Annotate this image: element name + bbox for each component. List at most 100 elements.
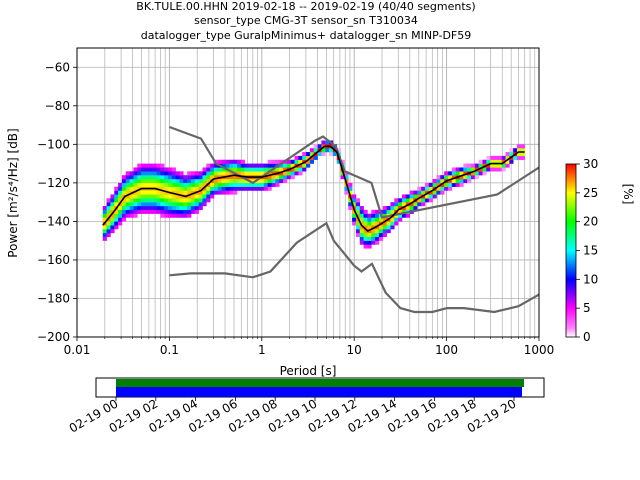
heatmap-cell [148,167,153,172]
heatmap-cell [114,186,119,191]
heatmap-cell [256,182,261,187]
heatmap-cell [167,186,173,191]
heatmap-cell [210,175,215,180]
heatmap-cell [447,171,453,176]
heatmap-cell [190,190,196,195]
heatmap-cell [160,209,165,214]
heatmap-cell [509,148,514,153]
heatmap-cell [206,186,211,191]
heatmap-cell [194,182,199,187]
heatmap-cell [194,186,199,191]
heatmap-cell [520,155,525,160]
heatmap-cell [317,152,322,157]
heatmap-cell [478,159,483,164]
heatmap-cell [179,190,184,195]
heatmap-cell [210,186,215,191]
heatmap-cell [440,179,445,184]
heatmap-cell [329,152,334,157]
heatmap-cell [306,159,311,164]
heatmap-cell [428,198,433,203]
y-tick-label: −200 [37,330,70,344]
heatmap-cell [221,171,226,176]
heatmap-cell [240,182,245,187]
heatmap-cell [517,152,522,157]
heatmap-cell [144,205,150,211]
heatmap-cell [494,159,499,164]
heatmap-cell [348,182,353,187]
heatmap-cell [179,213,184,218]
heatmap-cell [451,175,456,180]
heatmap-cell [390,209,395,214]
heatmap-cell [156,209,161,214]
heatmap-cell [121,182,127,187]
heatmap-cell [106,229,111,234]
heatmap-cell [359,236,364,241]
heatmap-cell [478,163,483,168]
heatmap-cell [164,205,169,211]
heatmap-cell [501,163,506,168]
heatmap-cell [194,209,199,214]
heatmap-cell [217,190,222,195]
heatmap-cell [164,194,169,199]
heatmap-cell [283,163,288,168]
heatmap-cell [164,186,169,191]
heatmap-cell [221,167,226,172]
heatmap-cell [121,213,127,218]
heatmap-cell [375,213,380,218]
y-tick-label: −180 [37,291,70,305]
heatmap-cell [110,194,115,199]
heatmap-cell [202,198,207,203]
heatmap-cell [478,171,483,176]
heatmap-cell [279,179,284,184]
heatmap-cell [444,171,449,176]
heatmap-cell [156,205,161,211]
heatmap-cell [355,221,361,226]
heatmap-cell [271,179,276,184]
heatmap-cell [240,171,245,176]
heatmap-cell [175,182,180,187]
heatmap-cell [260,167,265,172]
heatmap-cell [164,179,169,184]
heatmap-cell [225,190,230,195]
heatmap-cell [156,194,161,199]
heatmap-cell [137,194,142,199]
heatmap-cell [125,205,130,211]
heatmap-cell [225,179,230,184]
heatmap-cell [386,221,391,226]
heatmap-cell [229,186,234,191]
heatmap-cell [401,198,407,203]
heatmap-cell [505,163,510,168]
heatmap-cell [355,205,361,211]
heatmap-cell [141,163,146,168]
heatmap-cell [455,167,460,172]
heatmap-cell [413,205,418,211]
heatmap-cell [378,232,384,238]
heatmap-cell [505,159,510,164]
heatmap-cell [375,229,380,234]
heatmap-cell [102,229,107,234]
heatmap-cell [428,194,433,199]
heatmap-cell [309,148,315,153]
heatmap-cell [190,179,196,184]
heatmap-cell [148,190,153,195]
heatmap-cell [424,194,430,199]
heatmap-cell [298,159,303,164]
colorbar-ticks: 0 5 10 15 20 25 30 [576,157,598,344]
heatmap-cell [436,182,441,187]
heatmap-cell [179,182,184,187]
heatmap-cell [137,186,142,191]
heatmap-cell [325,140,330,145]
heatmap-cell [260,179,265,184]
heatmap-cell [179,209,184,214]
heatmap-cell [118,186,123,191]
heatmap-cell [363,225,368,230]
heatmap-cell [156,190,161,195]
heatmap-cell [179,202,184,207]
heatmap-cell [190,209,196,214]
heatmap-cell [194,198,199,203]
heatmap-cell [217,159,222,164]
heatmap-cell [451,171,456,176]
heatmap-cell [137,175,142,180]
heatmap-cell [221,159,226,164]
heatmap-cell [114,194,119,199]
